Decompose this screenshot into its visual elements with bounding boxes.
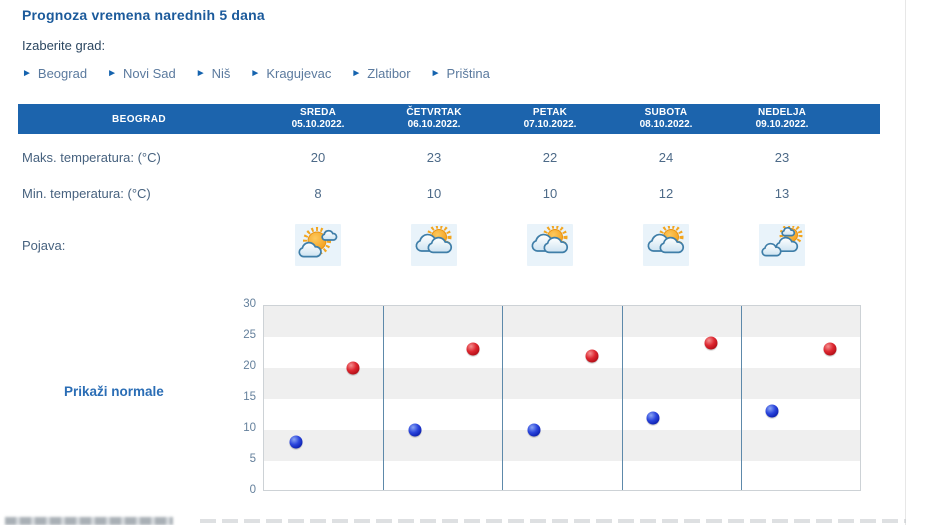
day-name: SUBOTA [644,106,688,118]
sun-over-clouds-icon [759,224,805,266]
weather-icon-cell [376,224,492,266]
sun-behind-clouds-icon [527,224,573,266]
city-link-beograd[interactable]: ► Beograd [22,66,87,81]
min-temp-data-point [527,423,541,437]
max-temp-data-point [466,342,480,356]
city-links: ► Beograd ► Novi Sad ► Niš ► Kragujevac ► Zla… [22,66,490,81]
pojava-label: Pojava: [22,237,66,253]
y-axis-tick-label: 15 [243,391,256,403]
min-temp-data-point [289,435,303,449]
cutoff-bottom-row [200,519,906,523]
table-day-header: PETAK 07.10.2022. [492,107,608,132]
show-normals-button[interactable]: Prikaži normale [64,384,164,399]
arrow-right-icon: ► [430,68,441,79]
day-date: 05.10.2022. [291,119,345,130]
table-day-header: SUBOTA 08.10.2022. [608,107,724,132]
max-temp-value: 20 [310,149,326,165]
weather-icon-cell [492,224,608,266]
min-temp-label: Min. temperatura: (°C) [22,185,151,201]
city-link-label: Priština [446,66,490,81]
weather-icon-cell [260,224,376,266]
arrow-right-icon: ► [351,68,362,79]
city-link-kragujevac[interactable]: ► Kragujevac [250,66,331,81]
chart-y-axis: 0 5 10 15 20 25 30 [226,298,256,496]
max-temp-value: 24 [658,149,674,165]
day-column-separator [621,306,623,490]
day-date: 09.10.2022. [755,119,809,130]
min-temp-data-point [408,423,422,437]
max-temp-data-point [823,342,837,356]
page-title: Prognoza vremena narednih 5 dana [22,7,265,23]
day-name: ČETVRTAK [406,106,462,118]
min-temp-value: 12 [658,185,674,201]
min-temp-value: 10 [542,185,558,201]
y-axis-tick-label: 20 [243,360,256,372]
city-link-pristina[interactable]: ► Priština [431,66,490,81]
city-link-label: Beograd [37,66,88,81]
day-name: SREDA [299,106,336,118]
y-axis-tick-label: 0 [249,484,256,496]
day-date: 07.10.2022. [523,119,577,130]
day-name: PETAK [532,106,568,118]
min-temp-value: 10 [426,185,442,201]
city-link-label: Zlatibor [367,66,411,81]
choose-city-label: Izaberite grad: [22,38,106,53]
max-temp-data-point [346,361,360,375]
temperature-chart: Prikaži normale 0 5 10 15 20 25 30 [0,296,905,506]
max-temperature-row: Maks. temperatura: (°C) 20 23 22 24 23 [18,139,880,175]
city-link-novi-sad[interactable]: ► Novi Sad [107,66,176,81]
city-link-zlatibor[interactable]: ► Zlatibor [351,66,410,81]
arrow-right-icon: ► [107,68,117,79]
y-axis-tick-label: 5 [249,453,256,465]
y-axis-tick-label: 30 [243,298,256,310]
max-temp-data-point [704,336,718,350]
cutoff-footer-text [5,517,173,525]
max-temp-value: 23 [426,149,442,165]
min-temp-value: 8 [314,185,322,201]
y-axis-tick-label: 25 [243,329,256,341]
day-column-separator [740,306,742,490]
forecast-table: BEOGRAD SREDA 05.10.2022. ČETVRTAK 06.10.2… [18,104,880,273]
min-temperature-row: Min. temperatura: (°C) 8 10 10 12 13 [18,175,880,211]
max-temp-value: 23 [774,149,790,165]
max-temp-value: 22 [542,149,558,165]
weather-icon-cell [724,224,840,266]
table-day-header: SREDA 05.10.2022. [260,107,376,132]
min-temp-data-point [646,411,660,425]
arrow-right-icon: ► [250,68,261,79]
sun-with-clouds-icon [295,224,341,266]
forecast-table-header: BEOGRAD SREDA 05.10.2022. ČETVRTAK 06.10.2… [18,104,880,134]
city-link-label: Novi Sad [122,66,176,81]
city-link-label: Kragujevac [266,66,332,81]
day-column-separator [502,306,504,490]
sun-behind-clouds-icon [411,224,457,266]
min-temp-value: 13 [774,185,790,201]
content-right-border [905,0,906,525]
y-axis-tick-label: 10 [243,422,256,434]
sun-behind-clouds-icon [643,224,689,266]
day-date: 06.10.2022. [407,119,461,130]
day-column-separator [383,306,385,490]
city-link-label: Niš [211,66,231,81]
max-temp-label: Maks. temperatura: (°C) [22,149,161,165]
arrow-right-icon: ► [195,68,206,79]
day-date: 08.10.2022. [639,119,693,130]
chart-plot [263,305,861,491]
day-name: NEDELJA [757,106,807,118]
weather-icon-cell [608,224,724,266]
weather-phenomena-row: Pojava: [18,217,880,273]
table-day-header: ČETVRTAK 06.10.2022. [376,107,492,132]
table-day-header: NEDELJA 09.10.2022. [724,107,840,132]
min-temp-data-point [765,404,779,418]
city-link-nis[interactable]: ► Niš [196,66,231,81]
arrow-right-icon: ► [22,68,32,79]
max-temp-data-point [585,349,599,363]
table-city-header: BEOGRAD [112,113,166,125]
